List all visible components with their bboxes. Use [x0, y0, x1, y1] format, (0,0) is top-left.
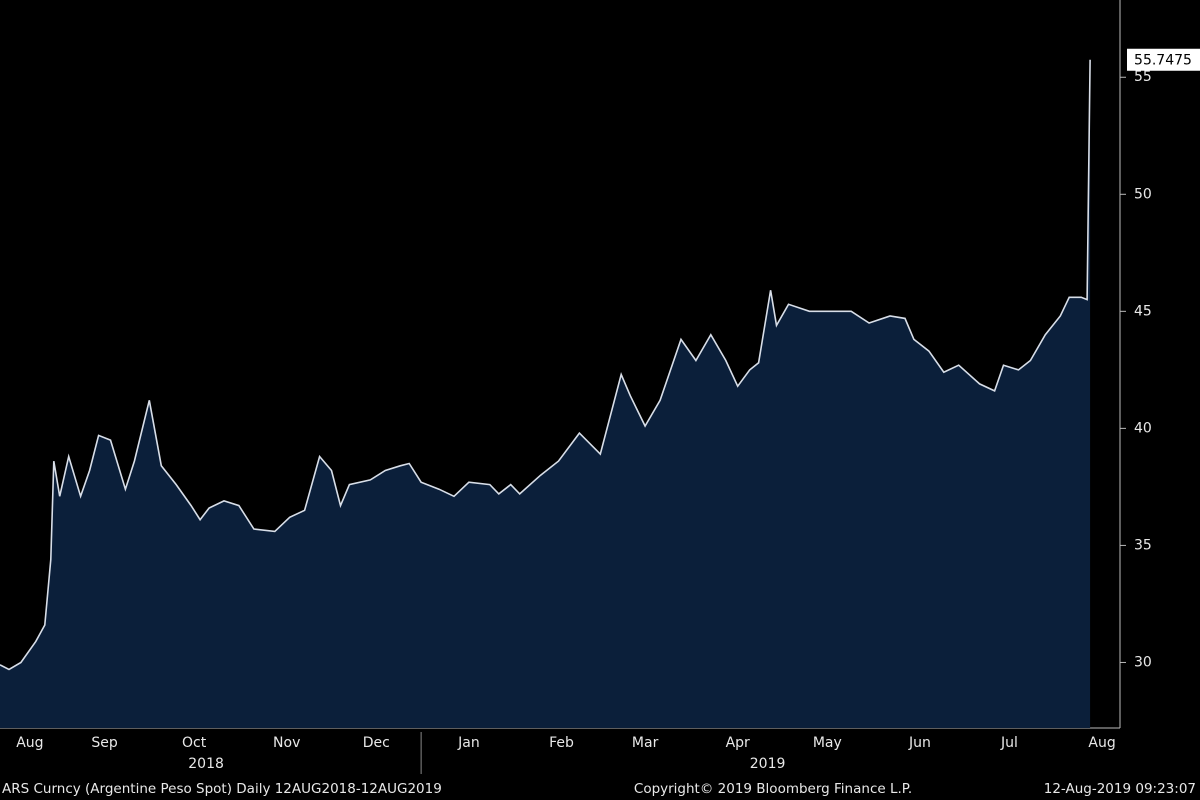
x-tick-label: Nov	[273, 735, 300, 751]
x-tick-label: Dec	[363, 735, 390, 751]
y-tick-label: 35	[1134, 537, 1152, 553]
x-tick-label: Jan	[457, 735, 480, 751]
y-tick-label: 40	[1134, 420, 1152, 436]
y-tick-label: 45	[1134, 303, 1152, 319]
x-tick-label: Jul	[1000, 735, 1018, 751]
x-tick-label: Aug	[16, 735, 43, 751]
x-tick-label: Feb	[549, 735, 574, 751]
last-value-box	[1127, 48, 1200, 71]
footer-left: ARS Curncy (Argentine Peso Spot) Daily 1…	[2, 781, 442, 797]
x-tick-label: May	[813, 735, 842, 751]
x-tick-label: Apr	[726, 735, 750, 751]
y-tick-label: 30	[1134, 654, 1152, 670]
x-tick-label: Oct	[182, 735, 207, 751]
x-tick-label: Aug	[1088, 735, 1115, 751]
last-value-label: 55.7475	[1134, 53, 1192, 69]
footer-right: 12-Aug-2019 09:23:07	[1044, 781, 1196, 797]
x-tick-label: Mar	[632, 735, 659, 751]
y-tick-label: 55	[1134, 69, 1152, 85]
footer-center: Copyright© 2019 Bloomberg Finance L.P.	[634, 781, 912, 797]
year-label: 2018	[188, 756, 224, 772]
year-label: 2019	[750, 756, 786, 772]
y-tick-label: 50	[1134, 186, 1152, 202]
x-tick-label: Jun	[908, 735, 931, 751]
line	[0, 59, 1091, 671]
area	[0, 59, 1091, 728]
x-tick-label: Sep	[91, 735, 118, 751]
